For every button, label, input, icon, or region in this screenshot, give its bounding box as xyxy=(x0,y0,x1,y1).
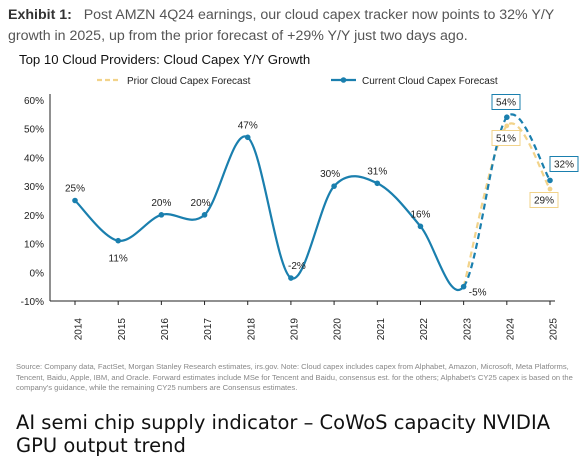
y-tick-label: 0% xyxy=(30,268,45,279)
y-tick-label: 60% xyxy=(24,96,44,107)
series-point-current xyxy=(331,183,337,189)
data-label-current: -2% xyxy=(288,261,306,272)
data-label-current: 25% xyxy=(65,184,85,195)
series-line-current-forecast xyxy=(74,135,465,291)
x-tick-label: 2022 xyxy=(419,318,430,341)
series-point-current xyxy=(201,212,208,218)
series-point-prior xyxy=(504,123,510,129)
data-label-current: -5% xyxy=(469,288,487,299)
series-point-current xyxy=(374,180,381,187)
y-tick-label: 10% xyxy=(24,240,44,251)
data-label-current-2025: 32% xyxy=(554,160,574,171)
series-point-current xyxy=(460,283,467,290)
x-tick-label: 2015 xyxy=(117,318,128,341)
y-tick-label: 30% xyxy=(24,182,44,193)
series-point-current xyxy=(288,275,294,281)
series-point-current xyxy=(244,134,251,141)
data-label-current: 31% xyxy=(367,166,387,177)
x-tick-label: 2020 xyxy=(333,318,344,341)
series-point-current xyxy=(504,114,510,121)
chart-title: Top 10 Cloud Providers: Cloud Capex Y/Y … xyxy=(19,52,311,67)
x-tick-label: 2018 xyxy=(246,318,257,341)
data-label-prior-2025: 29% xyxy=(534,196,554,207)
series-point-current xyxy=(115,237,121,244)
data-label-prior-2025-box xyxy=(529,192,559,208)
data-label-prior-2024-box xyxy=(491,130,521,146)
data-label-current: 11% xyxy=(109,254,128,265)
x-tick-label: 2025 xyxy=(549,318,560,341)
data-label-current: 30% xyxy=(320,169,340,180)
legend-label-current: Current Cloud Capex Forecast xyxy=(362,76,498,87)
x-tick-label: 2016 xyxy=(160,318,171,341)
legend-label-prior: Prior Cloud Capex Forecast xyxy=(127,76,251,87)
data-label-current: 20% xyxy=(151,198,171,209)
data-label-prior-2024: 51% xyxy=(496,134,516,145)
data-label-current-2025-box xyxy=(549,156,579,172)
y-tick-label: 20% xyxy=(24,211,44,222)
y-tick-label: 50% xyxy=(24,125,44,136)
source-note: Source: Company data, FactSet, Morgan St… xyxy=(16,362,573,393)
series-point-current xyxy=(158,212,165,218)
series-point-prior xyxy=(547,186,553,192)
series-point-current xyxy=(72,197,78,204)
x-tick-label: 2014 xyxy=(74,318,85,341)
section-heading: AI semi chip supply indicator – CoWoS ca… xyxy=(16,411,551,457)
data-label-current-2024: 54% xyxy=(496,98,516,109)
x-tick-label: 2024 xyxy=(505,318,516,341)
data-label-current: 47% xyxy=(238,120,258,131)
exhibit-text: Post AMZN 4Q24 earnings, our cloud capex… xyxy=(8,7,554,44)
x-tick-label: 2021 xyxy=(376,318,387,341)
x-tick-label: 2023 xyxy=(462,318,473,341)
exhibit-label: Exhibit 1: xyxy=(8,7,72,23)
x-tick-label: 2019 xyxy=(290,318,301,341)
data-label-current: 20% xyxy=(191,198,211,209)
data-label-current-2024-box xyxy=(491,94,521,110)
exhibit-caption: Exhibit 1: Post AMZN 4Q24 earnings, our … xyxy=(8,5,576,47)
x-tick-label: 2017 xyxy=(203,318,214,341)
series-point-current xyxy=(417,223,424,230)
series-line-prior-forecast xyxy=(462,122,551,287)
y-tick-label: -10% xyxy=(21,297,44,308)
series-line-current-forecast-projection xyxy=(462,113,551,288)
series-point-current xyxy=(547,177,553,184)
y-tick-label: 40% xyxy=(24,153,44,164)
legend-marker-current xyxy=(340,77,347,83)
data-label-current: 16% xyxy=(410,209,430,220)
